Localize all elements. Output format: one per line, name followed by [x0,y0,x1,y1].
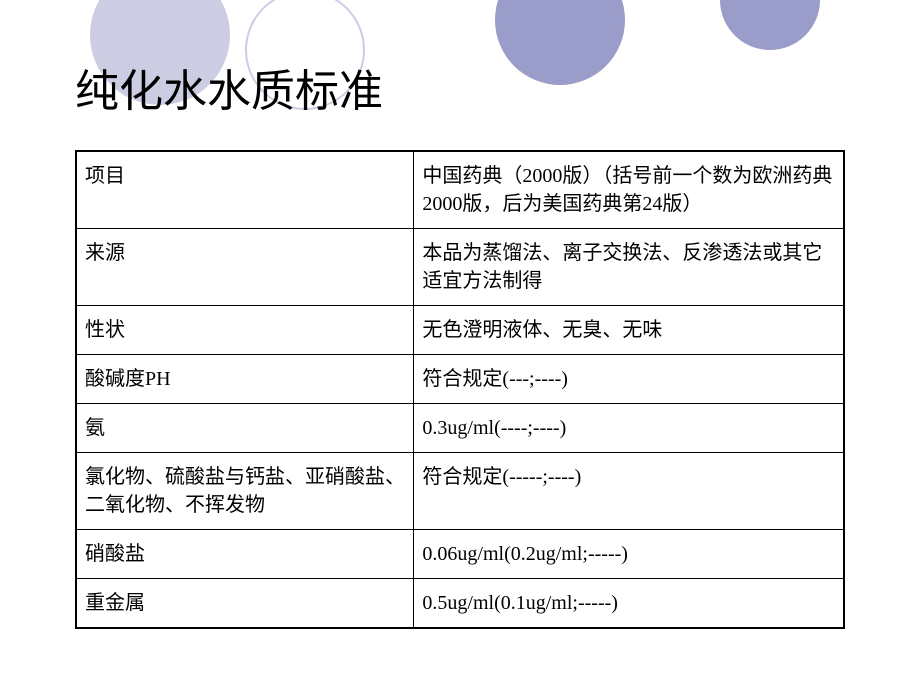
table-row: 项目 中国药典（2000版）（括号前一个数为欧洲药典2000版，后为美国药典第2… [76,151,844,229]
table-row: 酸碱度PH 符合规定(---;----) [76,355,844,404]
table-cell-value: 0.5ug/ml(0.1ug/ml;-----) [414,579,844,629]
table-cell-label: 氯化物、硫酸盐与钙盐、亚硝酸盐、二氧化物、不挥发物 [76,453,414,530]
table-cell-value: 0.3ug/ml(----;----) [414,404,844,453]
decorative-circle [720,0,820,50]
table-row: 硝酸盐 0.06ug/ml(0.2ug/ml;-----) [76,530,844,579]
standards-table: 项目 中国药典（2000版）（括号前一个数为欧洲药典2000版，后为美国药典第2… [75,150,845,629]
table-cell-value: 0.06ug/ml(0.2ug/ml;-----) [414,530,844,579]
table-cell-label: 项目 [76,151,414,229]
table-cell-value: 符合规定(-----;----) [414,453,844,530]
standards-table-container: 项目 中国药典（2000版）（括号前一个数为欧洲药典2000版，后为美国药典第2… [75,150,845,629]
table-cell-value: 中国药典（2000版）（括号前一个数为欧洲药典2000版，后为美国药典第24版） [414,151,844,229]
table-cell-value: 本品为蒸馏法、离子交换法、反渗透法或其它适宜方法制得 [414,229,844,306]
table-cell-label: 硝酸盐 [76,530,414,579]
decorative-circle [495,0,625,85]
table-row: 来源 本品为蒸馏法、离子交换法、反渗透法或其它适宜方法制得 [76,229,844,306]
table-row: 氨 0.3ug/ml(----;----) [76,404,844,453]
table-row: 性状 无色澄明液体、无臭、无味 [76,306,844,355]
table-cell-value: 无色澄明液体、无臭、无味 [414,306,844,355]
table-cell-label: 性状 [76,306,414,355]
table-cell-label: 重金属 [76,579,414,629]
table-cell-label: 氨 [76,404,414,453]
table-row: 氯化物、硫酸盐与钙盐、亚硝酸盐、二氧化物、不挥发物 符合规定(-----;---… [76,453,844,530]
table-cell-label: 来源 [76,229,414,306]
table-cell-label: 酸碱度PH [76,355,414,404]
slide-title: 纯化水水质标准 [75,55,383,119]
table-row: 重金属 0.5ug/ml(0.1ug/ml;-----) [76,579,844,629]
table-cell-value: 符合规定(---;----) [414,355,844,404]
